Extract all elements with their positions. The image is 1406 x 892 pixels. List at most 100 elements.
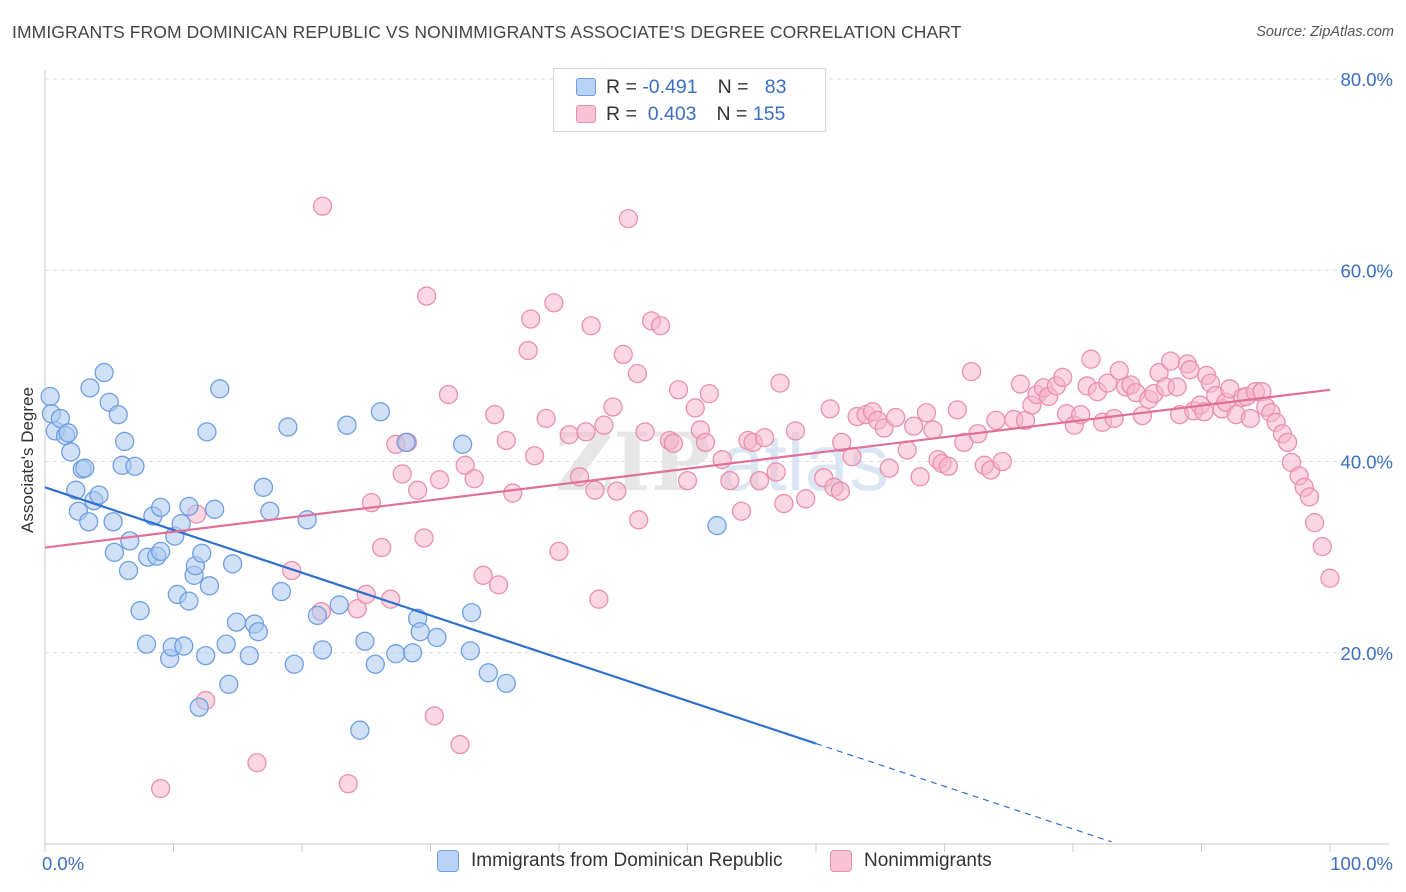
legend-item-nonimmigrants[interactable]: Nonimmigrants [830,850,992,872]
data-point [677,470,698,491]
data-point [1098,373,1118,393]
data-point [429,470,450,490]
data-point [1240,408,1260,429]
data-point [61,442,81,462]
y-tick-label: 80.0% [1341,69,1393,90]
data-point [1161,351,1181,371]
data-point [222,554,243,574]
data-point [372,537,392,558]
data-point [89,485,109,505]
data-point [1010,374,1030,394]
data-point [585,480,605,500]
data-point [150,778,171,799]
data-point [195,645,216,666]
data-point [407,480,428,500]
data-point [576,422,596,442]
data-point [58,423,78,443]
dominican-points [40,362,727,740]
legend-swatch-blue [437,850,459,872]
data-point [253,477,274,497]
series-legend: Immigrants from Dominican Republic Nonim… [0,850,1406,878]
data-point [1053,367,1073,388]
data-point [1320,568,1340,588]
data-point [1104,408,1124,429]
data-point [75,458,95,478]
data-point [796,489,816,509]
data-point [720,470,740,491]
data-point [284,654,304,674]
r-label: R = [606,102,637,125]
data-point [312,196,333,216]
data-point [1312,536,1332,557]
legend-swatch-pink [830,850,852,872]
data-point [650,316,671,336]
data-point [197,422,217,442]
data-point [1180,360,1200,380]
legend-item-dominican[interactable]: Immigrants from Dominican Republic [437,850,783,872]
data-point [464,469,484,489]
data-point [496,673,516,693]
n-label: N = [716,102,748,125]
data-point [80,378,100,398]
data-point [103,512,123,532]
data-point [961,361,982,382]
data-point [115,431,135,452]
data-point [179,496,199,517]
grid-lines [45,78,1390,654]
legend-label-nonimmigrants: Nonimmigrants [864,850,992,871]
data-point [424,706,445,726]
data-point [216,634,236,654]
data-point [338,774,358,794]
r-value-nonimmigrants: 0.403 [647,102,697,125]
stats-legend: R = -0.491 N = 83 R = 0.403 N = 155 [553,68,826,132]
data-point [699,383,719,404]
data-point [879,458,899,478]
data-point [1299,487,1320,507]
y-tick-label: 60.0% [1341,260,1393,281]
data-point [603,397,623,417]
n-label: N = [717,75,749,98]
data-point [278,417,298,437]
data-point [150,541,171,562]
data-point [452,434,473,454]
data-point [392,464,412,484]
data-point [986,410,1006,431]
data-point [820,399,840,419]
data-point [559,425,579,445]
data-point [40,386,60,407]
data-point [414,528,434,548]
data-point [695,432,716,453]
data-point [524,446,545,466]
data-point [118,560,139,581]
data-point [1304,513,1325,533]
source-credit: Source: ZipAtlas.com [1256,24,1394,40]
data-point [754,427,775,448]
data-point [618,208,639,229]
data-point [904,416,924,436]
data-point [1277,432,1298,453]
data-point [594,415,614,435]
data-point [307,605,328,626]
data-point [79,512,99,532]
data-point [607,481,627,501]
data-point [337,415,357,435]
y-tick-label: 40.0% [1341,452,1393,473]
data-point [247,753,267,773]
trend-line-dominican [44,486,817,745]
data-point [396,432,416,453]
data-point [239,645,259,666]
data-point [485,404,505,425]
data-point [210,379,230,399]
data-point [923,420,943,440]
data-point [668,380,689,400]
data-point [589,589,609,609]
data-point [130,601,150,621]
data-point [785,421,806,441]
stats-row-dominican: R = -0.491 N = 83 [576,74,786,100]
data-point [707,515,727,536]
legend-label-dominican: Immigrants from Dominican Republic [471,850,783,871]
data-point [204,499,225,519]
data-point [581,316,601,336]
r-label: R = [606,75,637,98]
data-point [199,576,220,596]
